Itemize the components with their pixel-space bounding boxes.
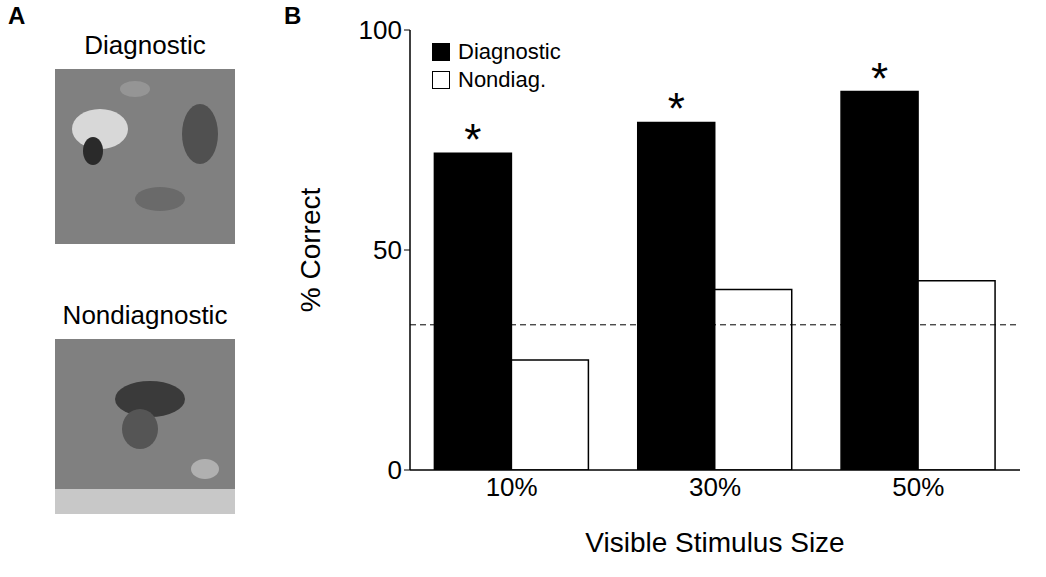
svg-text:100: 100 bbox=[359, 15, 402, 45]
html-text:Nondiag.: Nondiag. bbox=[458, 67, 547, 92]
html-text:Diagnostic: Diagnostic bbox=[458, 39, 561, 64]
html-text:B: B bbox=[284, 2, 302, 29]
svg-text:50%: 50% bbox=[892, 472, 944, 502]
svg-text:10%: 10% bbox=[486, 472, 538, 502]
svg-text:*: * bbox=[871, 54, 888, 103]
svg-text:30%: 30% bbox=[689, 472, 741, 502]
html-text:A: A bbox=[8, 2, 26, 29]
svg-text:% Correct: % Correct bbox=[295, 188, 326, 313]
svg-text:50: 50 bbox=[373, 235, 402, 265]
svg-text:*: * bbox=[464, 115, 481, 164]
svg-text:0: 0 bbox=[388, 455, 402, 485]
svg-text:*: * bbox=[668, 84, 685, 133]
html-text:Diagnostic: Diagnostic bbox=[84, 30, 206, 60]
svg-text:Visible Stimulus Size: Visible Stimulus Size bbox=[585, 527, 844, 558]
html-text:Nondiagnostic: Nondiagnostic bbox=[62, 300, 228, 330]
